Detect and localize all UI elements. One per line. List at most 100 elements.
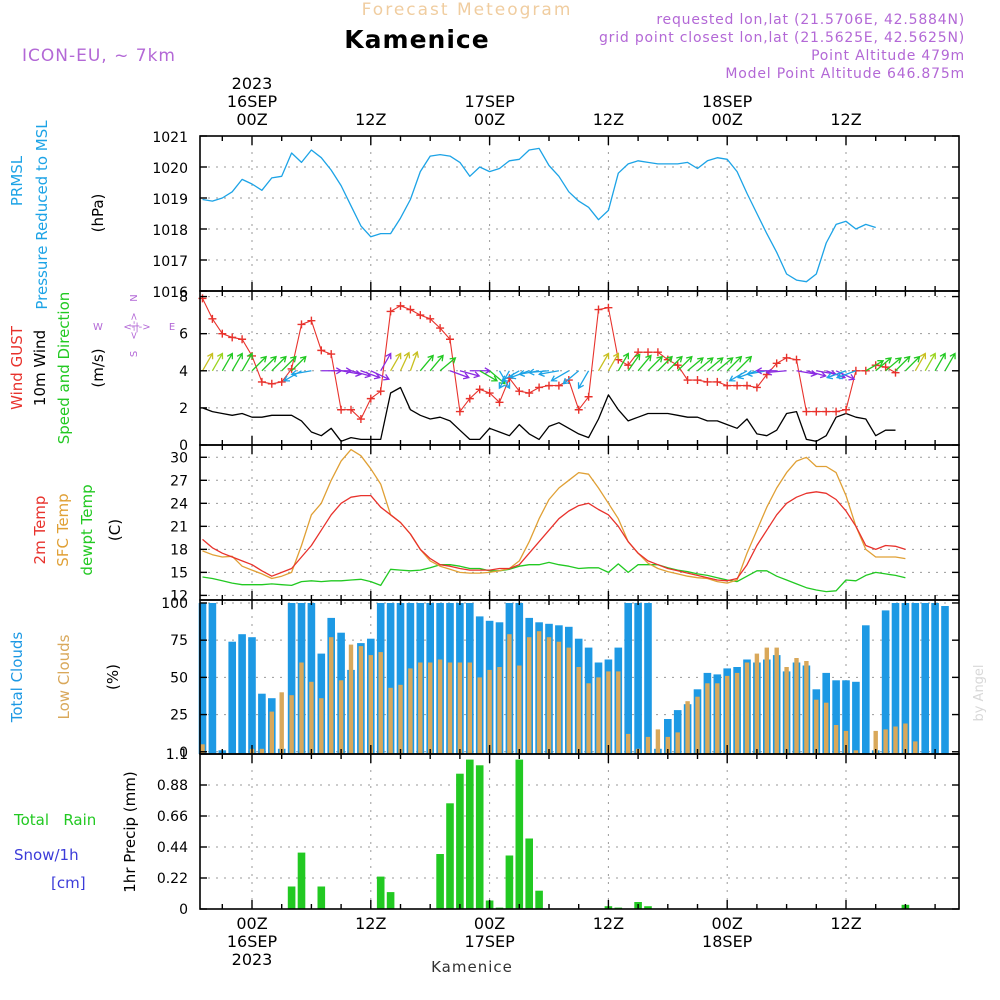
compass-west: W (93, 322, 103, 333)
gust-marker (515, 387, 524, 396)
wind-direction-arrow (934, 352, 946, 372)
low-cloud-bar (883, 729, 888, 754)
footer-location: Kamenice (431, 958, 513, 976)
precip-ytick-label: 1.1 (166, 747, 188, 763)
total-cloud-bar (941, 606, 949, 754)
low-cloud-bar (378, 652, 383, 754)
wind-direction-arrow (550, 370, 570, 382)
wind-direction-arrow (527, 368, 550, 376)
gust-marker (208, 314, 217, 323)
gust-marker (891, 368, 900, 377)
temp-ytick-label: 27 (170, 473, 188, 489)
bottom-time-label: 12Z (593, 914, 624, 933)
precip-ytick-label: 0.66 (157, 809, 188, 825)
gust-marker (455, 407, 464, 416)
rain-bar (297, 852, 306, 909)
wind-direction-arrow (399, 351, 411, 372)
low-cloud-bar (556, 641, 562, 754)
low-cloud-bar (853, 750, 859, 754)
gust-marker (406, 305, 415, 314)
clouds-unit: (%) (104, 664, 122, 690)
wind-direction-arrow (221, 352, 234, 372)
total-rain-label: Total Rain (13, 811, 96, 829)
temp-unit: (C) (106, 519, 124, 541)
wind-direction-arrow (796, 369, 818, 377)
gust-marker (238, 335, 247, 344)
low-cloud-bar (437, 659, 443, 754)
low-clouds-label: Low Clouds (55, 634, 73, 719)
wind-direction-arrow (340, 369, 363, 377)
total-cloud-bar (673, 710, 682, 754)
temp-ytick-label: 24 (170, 496, 188, 512)
low-cloud-bar (734, 672, 740, 754)
low-cloud-bar (824, 702, 829, 754)
wind-direction-arrow (360, 370, 381, 380)
temp-sfc-label: SFC Temp (54, 493, 72, 566)
total-cloud-bar (644, 603, 652, 754)
low-cloud-bar (626, 733, 631, 754)
temp-ytick-label: 30 (170, 450, 188, 466)
wind-direction-arrow (755, 367, 777, 375)
low-cloud-bar (279, 692, 284, 754)
total-clouds-label: Total Clouds (8, 632, 26, 724)
gust-marker (386, 307, 395, 316)
low-cloud-bar (259, 748, 265, 754)
total-cloud-bar (396, 603, 405, 754)
wind-gust-line (202, 298, 896, 420)
top-time-label: 17SEP (464, 92, 515, 111)
rain-bar (287, 886, 296, 909)
low-cloud-bar (725, 675, 730, 754)
gust-marker (347, 405, 355, 414)
rain-bar (456, 773, 464, 909)
temp-ytick-label: 12 (170, 588, 188, 604)
wind-direction-arrow (261, 355, 277, 372)
wind-direction-arrow (895, 355, 911, 372)
low-cloud-bar (398, 684, 403, 754)
wind-direction-arrow (637, 354, 652, 372)
low-cloud-bar (774, 647, 779, 754)
wind-direction-arrow (241, 352, 253, 372)
bottom-time-label: 12Z (355, 914, 386, 933)
low-cloud-bar (655, 729, 661, 754)
low-cloud-bar (309, 681, 314, 754)
gust-marker (446, 335, 454, 344)
wind-direction-arrow (537, 369, 560, 377)
total-cloud-bar (911, 603, 920, 754)
low-cloud-bar (645, 736, 651, 754)
gust-marker (376, 387, 385, 396)
low-cloud-bar (616, 671, 621, 754)
gust-marker (644, 348, 652, 357)
rain-bar (376, 876, 385, 909)
low-cloud-bar (289, 695, 294, 754)
gust-marker (277, 377, 286, 386)
product-title: Forecast Meteogram (362, 0, 573, 20)
gust-marker (416, 311, 425, 320)
pressure-label-prmsl: PRMSL (8, 155, 26, 206)
low-cloud-bar (695, 696, 700, 754)
low-cloud-bar (744, 662, 750, 754)
temp-dewpt-label: dewpt Temp (78, 484, 96, 575)
low-cloud-bar (319, 698, 324, 754)
top-time-label: 2023 (232, 74, 273, 93)
model-name: ICON-EU, ~ 7km (22, 46, 176, 66)
low-cloud-bar (913, 741, 918, 754)
wind-direction-arrow (409, 350, 419, 372)
temp-ytick-label: 15 (170, 565, 188, 581)
top-time-label: 16SEP (227, 92, 278, 111)
wind-direction-arrow (885, 357, 902, 372)
rain-bar (535, 890, 543, 909)
wind-direction-arrow (419, 354, 434, 372)
total-cloud-bar (624, 603, 632, 754)
compass-north: N (129, 294, 140, 301)
wind-gust-label: Wind GUST (8, 325, 26, 410)
gust-marker (545, 381, 553, 390)
rain-bar (515, 759, 524, 909)
low-cloud-bar (873, 730, 878, 754)
wind-direction-arrow (697, 357, 714, 372)
wind-direction-arrow (826, 370, 847, 380)
wind-direction-arrow (706, 357, 724, 372)
wind-direction-arrow (380, 352, 392, 372)
total-cloud-bar (258, 693, 266, 754)
wind-direction-label: Speed and Direction (55, 292, 73, 445)
